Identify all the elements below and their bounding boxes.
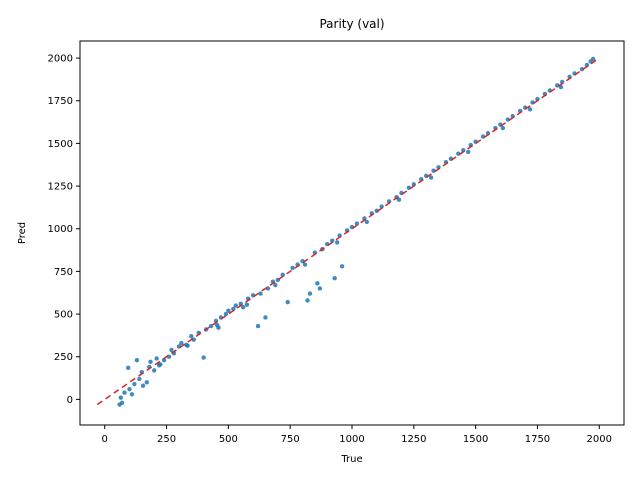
y-tick-label: 250 (54, 352, 73, 363)
scatter-point (480, 134, 486, 139)
reference-line (96, 59, 598, 406)
scatter-point (396, 197, 402, 202)
x-tick-label: 1750 (525, 434, 550, 445)
scatter-point (233, 303, 238, 308)
scatter-point (127, 386, 132, 392)
y-tick-label: 1750 (48, 96, 73, 107)
scatter-point (154, 356, 159, 361)
scatter-point (305, 298, 310, 303)
scatter-point (255, 323, 261, 329)
scatter-point (258, 291, 263, 296)
x-tick-label: 0 (102, 434, 108, 445)
scatter-point (510, 113, 515, 119)
scatter-point (559, 79, 565, 85)
scatter-point (339, 264, 345, 269)
x-tick-label: 1250 (401, 434, 426, 445)
scatter-point (119, 400, 125, 406)
x-tick-label: 2000 (587, 434, 612, 445)
scatter-point (215, 322, 220, 328)
scatter-point (134, 357, 140, 363)
scatter-point (535, 96, 540, 102)
scatter-point (241, 305, 246, 310)
y-tick-label: 1500 (48, 139, 73, 150)
y-tick-label: 0 (67, 395, 73, 406)
scatter-point (179, 340, 184, 346)
scatter-point (122, 390, 127, 395)
scatter-point (265, 286, 271, 291)
scatter-point (263, 315, 268, 320)
y-tick-label: 2000 (48, 54, 73, 65)
scatter-point (317, 286, 323, 291)
scatter-point (527, 107, 533, 112)
scatter-point (169, 347, 174, 353)
scatter-point (201, 355, 206, 360)
scatter-point (132, 381, 137, 387)
scatter-point (456, 151, 461, 156)
scatter-point (223, 311, 229, 317)
y-tick-label: 500 (54, 310, 73, 321)
scatter-point (140, 383, 146, 388)
chart-title: Parity (val) (319, 17, 384, 31)
scatter-point (144, 380, 149, 385)
scatter-point (500, 125, 506, 131)
scatter-point (137, 376, 142, 382)
y-tick-label: 750 (54, 267, 73, 278)
scatter-point (431, 168, 436, 173)
scatter-point (118, 395, 124, 400)
scatter-point (273, 282, 278, 288)
scatter-point (148, 359, 153, 365)
x-tick-label: 250 (157, 434, 176, 445)
scatter-point (231, 306, 236, 312)
x-axis: 0 250 500 750 1000 1250 1500 1750 2000 (102, 425, 612, 445)
scatter-point (505, 117, 510, 122)
x-tick-label: 500 (219, 434, 238, 445)
scatter-point (590, 56, 596, 62)
x-tick-label: 1500 (463, 434, 488, 445)
scatter-point (406, 185, 412, 190)
y-tick-label: 1000 (48, 224, 73, 235)
x-axis-label: True (340, 454, 362, 465)
scatter-point (379, 204, 384, 209)
scatter-point (330, 238, 335, 243)
scatter-point (158, 362, 163, 367)
scatter-point (466, 149, 471, 155)
scatter-point (302, 262, 308, 267)
x-tick-label: 750 (281, 434, 300, 445)
scatter-point (280, 272, 285, 278)
scatter-point (189, 334, 194, 339)
scatter-point (285, 299, 290, 305)
scatter-point (428, 175, 434, 180)
scatter-point (315, 281, 320, 286)
scatter-point (126, 365, 131, 371)
scatter-point (307, 291, 313, 296)
y-axis-label: Pred (17, 222, 28, 244)
scatter-point (208, 323, 214, 329)
y-tick-label: 1250 (48, 182, 73, 193)
scatter-point (226, 308, 231, 313)
scatter-point (161, 357, 167, 363)
scatter-point (129, 392, 135, 397)
scatter-point (374, 208, 379, 214)
scatter-point (584, 62, 590, 68)
scatter-point (185, 343, 190, 348)
scatter-point (334, 240, 340, 245)
y-axis: 0 250 500 750 1000 1250 1500 1750 2000 (48, 54, 80, 406)
scatter-point (244, 302, 250, 307)
x-tick-label: 1000 (339, 434, 364, 445)
scatter-point (354, 221, 360, 226)
scatter-point (579, 66, 585, 72)
scatter-point (364, 219, 370, 225)
scatter-point (332, 276, 337, 281)
scatter-point (151, 368, 157, 373)
scatter-point (290, 265, 295, 271)
